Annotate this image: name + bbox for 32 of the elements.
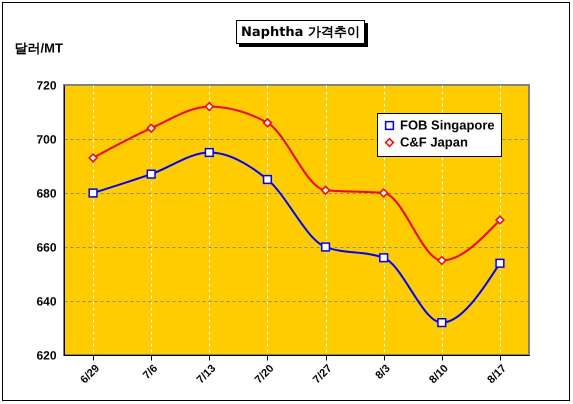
point xyxy=(146,169,156,179)
chart-title: Naphtha 가격추이 xyxy=(236,20,365,44)
point xyxy=(320,186,330,195)
x-tick-label: 8/10 xyxy=(427,362,451,386)
x-tick-label: 7/6 xyxy=(140,362,160,382)
y-tick-label: 620 xyxy=(36,348,57,362)
x-tick-label: 7/13 xyxy=(194,362,218,386)
y-tick-label: 680 xyxy=(36,186,57,200)
point xyxy=(437,256,446,266)
point xyxy=(262,118,272,128)
point xyxy=(437,318,446,328)
point xyxy=(495,258,505,268)
y-tick-label: 660 xyxy=(36,240,57,254)
x-tick-label: 7/20 xyxy=(252,362,276,386)
point xyxy=(204,148,214,158)
x-tick-label: 8/3 xyxy=(373,362,393,382)
legend-label: C&F Japan xyxy=(400,134,468,150)
point xyxy=(262,174,272,184)
point xyxy=(204,102,214,112)
point xyxy=(88,153,98,163)
point xyxy=(320,242,330,252)
legend-label: FOB Singapore xyxy=(400,118,495,132)
point xyxy=(88,188,98,198)
point xyxy=(379,188,388,198)
x-tick-label: 6/29 xyxy=(78,362,102,386)
y-tick-label: 720 xyxy=(36,78,57,92)
y-axis-title: 달러/MT xyxy=(14,40,63,56)
y-tick-label: 640 xyxy=(36,294,57,308)
y-tick-label: 700 xyxy=(36,132,57,146)
point xyxy=(146,124,156,133)
point xyxy=(379,253,388,262)
point xyxy=(495,215,505,225)
